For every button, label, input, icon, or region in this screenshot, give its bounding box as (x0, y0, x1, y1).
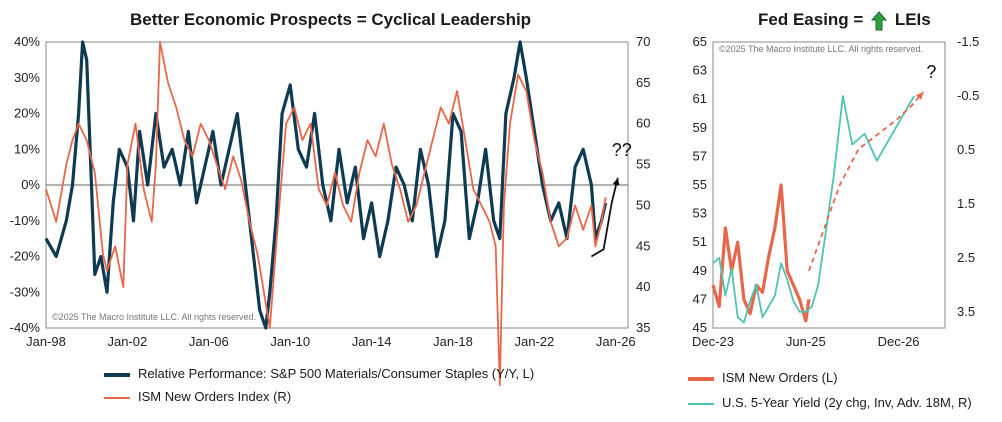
copyright-text: ©2025 The Macro Institute LLC. All right… (719, 44, 923, 54)
y-right-tick-label: 45 (636, 238, 650, 253)
y-right-tick-label: 2.5 (957, 250, 975, 265)
y-right-tick-label: -0.5 (957, 88, 979, 103)
x-tick-label: Jan-98 (26, 334, 66, 349)
legend-item-ism-new-orders-index: ISM New Orders Index (R) (104, 389, 291, 404)
legend-label: Relative Performance: S&P 500 Materials/… (138, 366, 535, 381)
legend-label: ISM New Orders Index (R) (138, 389, 292, 404)
legend-swatch-navy (104, 372, 130, 377)
y-left-tick-label: -30% (10, 284, 41, 299)
x-tick-label: Jan-18 (433, 334, 473, 349)
y-right-tick-label: 55 (636, 157, 650, 172)
x-tick-label: Jan-22 (515, 334, 555, 349)
x-tick-label: Dec-23 (692, 334, 734, 349)
y-left-tick-label: 0% (21, 177, 40, 192)
y-right-tick-label: 50 (636, 197, 650, 212)
legend-swatch-orange-thick (688, 376, 714, 381)
y-left-tick-label: 61 (693, 91, 707, 106)
legend-item-relative-performance: Relative Performance: S&P 500 Materials/… (104, 366, 534, 381)
y-right-tick-label: 0.5 (957, 142, 975, 157)
x-tick-label: Jan-26 (596, 334, 636, 349)
series-line-secondary (712, 95, 915, 324)
legend-item-ism-new-orders: ISM New Orders (L) (688, 370, 838, 385)
y-right-tick-label: 35 (636, 320, 650, 335)
series-line-primary (711, 183, 811, 323)
y-right-tick-label: 1.5 (957, 196, 975, 211)
y-right-tick-label: 65 (636, 75, 650, 90)
projection-path (590, 177, 619, 258)
right-title-suffix: LEIs (894, 10, 931, 29)
y-left-tick-label: 57 (693, 148, 707, 163)
copyright-text: ©2025 The Macro Institute LLC. All right… (52, 312, 256, 322)
legend-swatch-orange (104, 396, 130, 399)
y-right-tick-label: 70 (636, 34, 650, 49)
y-left-tick-label: 55 (693, 177, 707, 192)
projection-arrowhead (612, 177, 620, 186)
x-tick-label: Jan-06 (189, 334, 229, 349)
y-left-tick-label: 20% (14, 106, 40, 121)
x-tick-label: Jun-25 (786, 334, 826, 349)
y-left-tick-label: -20% (10, 249, 41, 264)
y-left-tick-label: 65 (693, 34, 707, 49)
legend-label: U.S. 5-Year Yield (2y chg, Inv, Adv. 18M… (722, 395, 972, 410)
x-tick-label: Jan-10 (270, 334, 310, 349)
y-left-tick-label: 45 (693, 320, 707, 335)
x-tick-label: Jan-02 (108, 334, 148, 349)
y-left-tick-label: 40% (14, 34, 40, 49)
y-right-tick-label: 3.5 (957, 304, 975, 319)
series-line-primary (44, 40, 608, 330)
right-chart-title: Fed Easing = LEIs (758, 10, 931, 31)
left-chart-title: Better Economic Prospects = Cyclical Lea… (130, 10, 532, 29)
question-annotation: ? (926, 62, 936, 82)
y-left-tick-label: 53 (693, 206, 707, 221)
y-left-tick-label: 30% (14, 70, 40, 85)
y-left-tick-label: 59 (693, 120, 707, 135)
legend-item-us-5-year-yield: U.S. 5-Year Yield (2y chg, Inv, Adv. 18M… (688, 395, 972, 410)
y-right-tick-label: 40 (636, 279, 650, 294)
y-left-tick-label: -40% (10, 320, 41, 335)
y-right-tick-label: -1.5 (957, 34, 979, 49)
y-left-tick-label: 51 (693, 234, 707, 249)
projection-path (808, 91, 924, 272)
green-up-arrow-icon (871, 10, 888, 31)
right-title-prefix: Fed Easing = (758, 10, 864, 29)
plot-frame (712, 41, 946, 329)
y-right-tick-label: 60 (636, 116, 650, 131)
y-left-tick-label: 47 (693, 291, 707, 306)
x-tick-label: Jan-14 (352, 334, 392, 349)
y-left-tick-label: 63 (693, 63, 707, 78)
y-left-tick-label: -10% (10, 213, 41, 228)
y-left-tick-label: 49 (693, 263, 707, 278)
y-left-tick-label: 10% (14, 141, 40, 156)
series-line-secondary (45, 41, 607, 387)
legend-swatch-teal (688, 402, 714, 405)
x-tick-label: Dec-26 (878, 334, 920, 349)
projection-arrowhead (916, 92, 924, 100)
legend-label: ISM New Orders (L) (722, 370, 838, 385)
question-annotation: ?? (612, 140, 632, 160)
